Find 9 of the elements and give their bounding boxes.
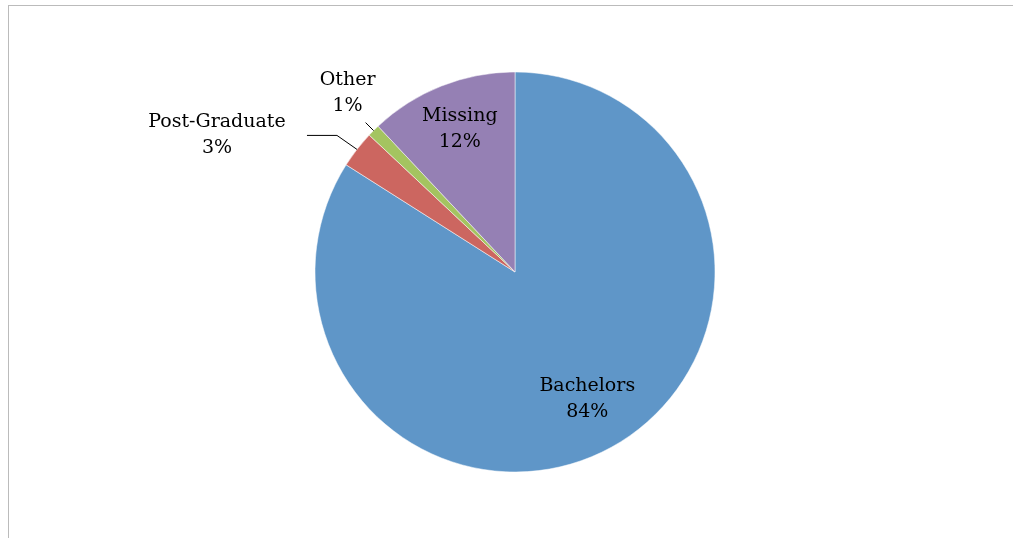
data-label: 12% (438, 128, 481, 151)
data-label: 3% (201, 135, 233, 158)
slice-label: Missing (422, 102, 498, 125)
slice-label: Bachelors (539, 373, 636, 396)
data-label: 1% (332, 92, 363, 115)
slice-label: Other (319, 66, 377, 89)
slice-label: Post-Graduate (148, 109, 286, 132)
data-label: 84% (566, 399, 609, 422)
pie-slice (315, 71, 716, 472)
